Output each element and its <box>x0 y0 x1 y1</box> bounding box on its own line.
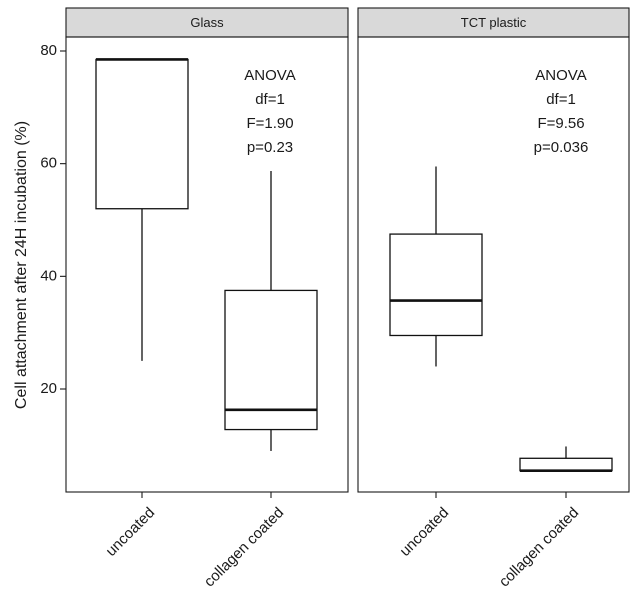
box-iqr <box>95 58 189 210</box>
anova-annotation-line: ANOVA <box>535 67 586 84</box>
anova-annotation-line: F=9.56 <box>537 115 584 132</box>
anova-annotation-line: df=1 <box>255 91 285 108</box>
anova-annotation-line: ANOVA <box>244 67 295 84</box>
x-tick-label: collagen coated <box>496 504 582 590</box>
y-tick-label: 80 <box>40 42 57 59</box>
box-iqr <box>519 457 613 472</box>
box-iqr <box>389 233 483 337</box>
y-tick-label: 60 <box>40 155 57 172</box>
x-tick-label: uncoated <box>397 504 453 560</box>
panel-border <box>65 36 349 493</box>
y-tick-label: 40 <box>40 267 57 284</box>
x-tick-label: uncoated <box>103 504 159 560</box>
anova-annotation-line: df=1 <box>546 91 576 108</box>
anova-annotation-line: F=1.90 <box>246 115 293 132</box>
panel-strip <box>357 7 630 38</box>
panel-title: Glass <box>190 15 224 30</box>
y-axis-label: Cell attachment after 24H incubation (%) <box>13 121 30 409</box>
anova-annotation-line: p=0.23 <box>247 139 293 156</box>
panel-strip <box>65 7 349 38</box>
anova-annotation-line: p=0.036 <box>534 139 589 156</box>
panel-title: TCT plastic <box>461 15 527 30</box>
y-tick-label: 20 <box>40 380 57 397</box>
x-tick-label: collagen coated <box>201 504 287 590</box>
box-iqr <box>224 289 318 431</box>
panel-border <box>357 36 630 493</box>
